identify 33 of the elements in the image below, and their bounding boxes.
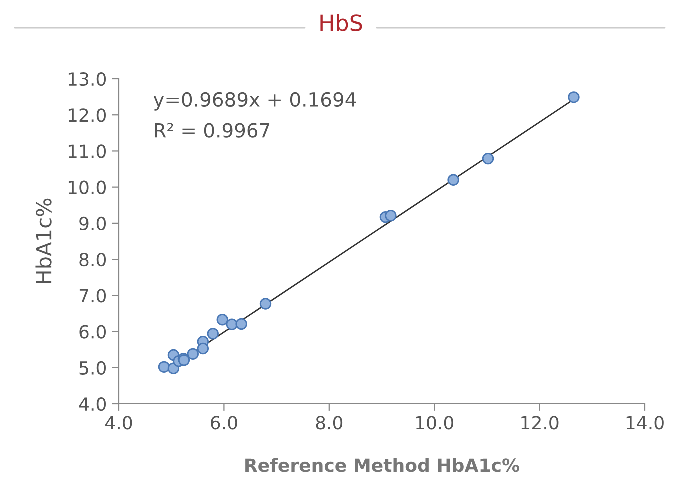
x-axis-title: Reference Method HbA1c% xyxy=(246,458,520,472)
point xyxy=(207,328,219,340)
x-tick-label: 12.0 xyxy=(522,416,559,430)
point xyxy=(216,314,228,326)
y-tick-label: 13.0 xyxy=(68,72,106,86)
point xyxy=(226,318,238,330)
point xyxy=(482,152,494,165)
y-tick-label: 11.0 xyxy=(68,144,106,158)
point xyxy=(448,174,460,186)
point xyxy=(385,210,397,222)
point xyxy=(260,298,272,310)
y-tick-label: 10.0 xyxy=(68,180,106,194)
y-tick-label: 4.0 xyxy=(79,397,106,412)
point xyxy=(158,361,170,374)
x-tick-label: 8.0 xyxy=(316,416,343,430)
y-tick-label: 6.0 xyxy=(80,325,106,339)
point xyxy=(568,92,580,104)
y-tick-label: 8.0 xyxy=(80,253,106,267)
x-tick-label: 10.0 xyxy=(416,416,454,430)
x-tick-label: 4.0 xyxy=(106,416,132,430)
y-axis-title: HbA1c% xyxy=(36,198,52,284)
annotation: y=0.9689x + 0.1694 xyxy=(154,92,356,111)
point xyxy=(236,318,248,330)
chart-title: HbS xyxy=(320,14,362,32)
x-tick-label: 14.0 xyxy=(626,416,664,430)
x-tick-label: 6.0 xyxy=(211,416,238,430)
point xyxy=(187,348,200,360)
y-tick-label: 9.0 xyxy=(80,216,106,231)
point xyxy=(197,342,210,355)
y-tick-label: 12.0 xyxy=(68,108,106,122)
y-tick-label: 5.0 xyxy=(80,361,106,376)
annotation: R² = 0.9967 xyxy=(155,123,270,138)
y-tick-label: 7.0 xyxy=(80,289,106,303)
